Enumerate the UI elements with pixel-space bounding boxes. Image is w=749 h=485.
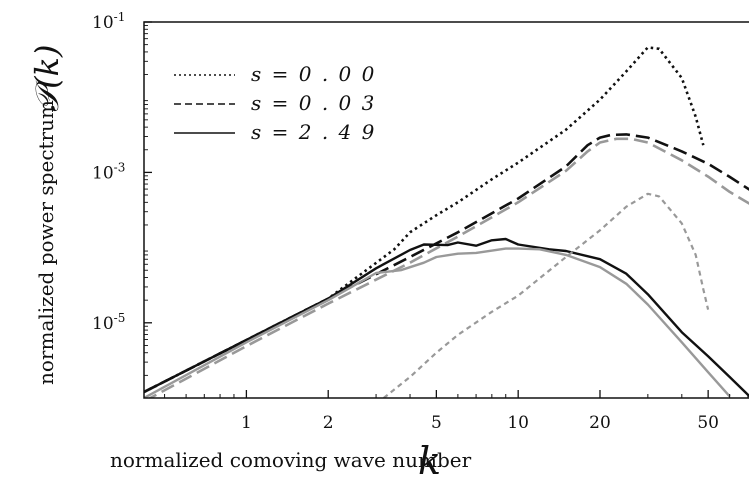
y-axis: 10-5 10-3 10-1 xyxy=(92,10,152,376)
series-line-3 xyxy=(147,137,749,398)
x-axis-symbol: k xyxy=(418,439,441,483)
legend-label: s = 2 . 4 9 xyxy=(251,120,376,144)
x-tick-label: 1 xyxy=(241,413,252,433)
legend-label: s = 0 . 0 0 xyxy=(251,62,376,86)
series-line-6 xyxy=(383,192,710,398)
y-tick-label: 10-3 xyxy=(92,160,125,183)
series-layer xyxy=(144,46,749,398)
series-line-5 xyxy=(144,247,731,398)
y-tick-exponent: -1 xyxy=(114,10,126,24)
legend-label: s = 0 . 0 3 xyxy=(251,91,376,115)
y-tick-exponent: -3 xyxy=(114,160,126,174)
plot-frame xyxy=(143,21,749,399)
x-tick-label: 2 xyxy=(323,413,334,433)
x-tick-label: 50 xyxy=(697,413,719,433)
y-tick-exponent: -5 xyxy=(114,311,126,325)
y-axis-label: normalized power spectrum xyxy=(34,100,58,385)
x-tick-label: 20 xyxy=(589,413,611,433)
y-tick-label: 10-1 xyxy=(92,10,125,33)
x-axis-label: normalized comoving wave number xyxy=(110,448,472,472)
x-tick-label: 10 xyxy=(507,413,529,433)
x-axis: 1 2 5 10 20 50 xyxy=(164,390,749,433)
series-line-4 xyxy=(144,237,749,398)
legend: s = 0 . 0 0 s = 0 . 0 3 s = 2 . 4 9 xyxy=(174,62,376,144)
series-line-1 xyxy=(144,46,705,394)
y-tick-label: 10-5 xyxy=(92,311,125,334)
y-axis-symbol: 𝒫(k) xyxy=(28,45,66,112)
x-tick-label: 5 xyxy=(431,413,442,433)
